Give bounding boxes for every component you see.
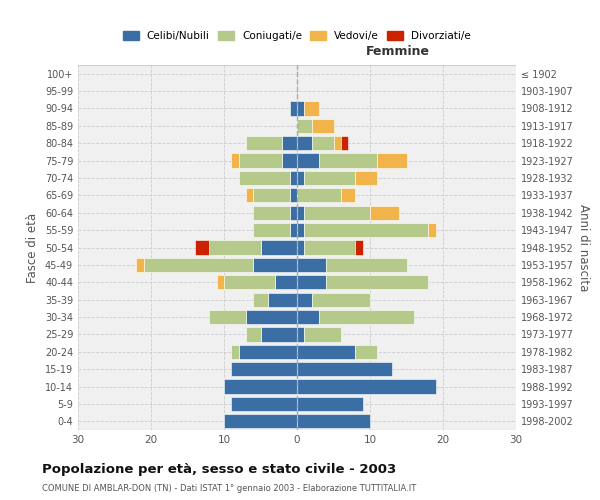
Bar (224, 414, 297, 428)
Y-axis label: Anni di nascita: Anni di nascita (577, 204, 590, 291)
Bar (297, 188, 341, 202)
Bar (232, 154, 239, 168)
Bar (246, 136, 283, 150)
Bar (144, 258, 253, 272)
Bar (246, 188, 253, 202)
Bar (246, 328, 260, 342)
Bar (297, 275, 326, 289)
Bar (297, 118, 311, 133)
Bar (304, 223, 428, 237)
Bar (304, 206, 370, 220)
Bar (297, 328, 304, 342)
Bar (341, 188, 355, 202)
Text: Femmine: Femmine (366, 44, 430, 58)
Bar (355, 171, 377, 185)
Bar (297, 223, 304, 237)
Bar (290, 188, 297, 202)
Bar (311, 292, 370, 307)
Bar (260, 240, 297, 254)
Bar (311, 118, 334, 133)
Text: Popolazione per età, sesso e stato civile - 2003: Popolazione per età, sesso e stato civil… (42, 462, 396, 475)
Bar (319, 310, 414, 324)
Bar (217, 275, 224, 289)
Bar (283, 136, 297, 150)
Bar (253, 223, 290, 237)
Bar (297, 292, 311, 307)
Bar (283, 154, 297, 168)
Bar (195, 240, 209, 254)
Bar (428, 223, 436, 237)
Bar (297, 240, 304, 254)
Bar (290, 171, 297, 185)
Bar (377, 154, 407, 168)
Bar (334, 136, 341, 150)
Bar (326, 258, 407, 272)
Bar (136, 258, 144, 272)
Bar (275, 275, 297, 289)
Bar (253, 292, 268, 307)
Bar (297, 344, 355, 359)
Bar (370, 206, 399, 220)
Bar (304, 171, 355, 185)
Bar (260, 328, 297, 342)
Bar (304, 328, 341, 342)
Bar (341, 136, 348, 150)
Bar (355, 344, 377, 359)
Bar (297, 154, 319, 168)
Bar (232, 344, 239, 359)
Bar (304, 240, 355, 254)
Bar (246, 310, 297, 324)
Bar (355, 240, 362, 254)
Bar (232, 397, 297, 411)
Bar (290, 206, 297, 220)
Y-axis label: Fasce di età: Fasce di età (26, 212, 39, 282)
Text: COMUNE DI AMBLAR-DON (TN) - Dati ISTAT 1° gennaio 2003 - Elaborazione TUTTITALIA: COMUNE DI AMBLAR-DON (TN) - Dati ISTAT 1… (42, 484, 416, 493)
Bar (290, 223, 297, 237)
Bar (209, 310, 246, 324)
Bar (297, 397, 362, 411)
Bar (297, 136, 311, 150)
Bar (319, 154, 377, 168)
Bar (239, 154, 283, 168)
Bar (209, 240, 260, 254)
Bar (297, 258, 326, 272)
Bar (253, 258, 297, 272)
Bar (311, 136, 334, 150)
Bar (224, 275, 275, 289)
Bar (297, 171, 304, 185)
Bar (297, 414, 370, 428)
Bar (253, 206, 290, 220)
Legend: Celibi/Nubili, Coniugati/e, Vedovi/e, Divorziati/e: Celibi/Nubili, Coniugati/e, Vedovi/e, Di… (119, 26, 475, 45)
Bar (297, 102, 304, 116)
Bar (297, 310, 319, 324)
Bar (268, 292, 297, 307)
Bar (297, 362, 392, 376)
Bar (290, 102, 297, 116)
Bar (297, 380, 436, 394)
Bar (326, 275, 428, 289)
Bar (297, 206, 304, 220)
Bar (239, 344, 297, 359)
Bar (224, 380, 297, 394)
Bar (232, 362, 297, 376)
Bar (239, 171, 290, 185)
Bar (253, 188, 290, 202)
Bar (304, 102, 319, 116)
